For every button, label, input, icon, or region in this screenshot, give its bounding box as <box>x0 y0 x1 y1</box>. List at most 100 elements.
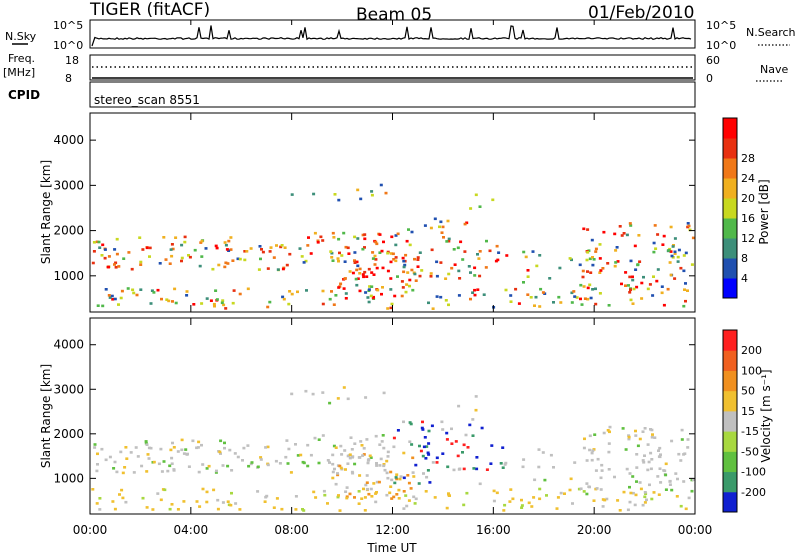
echo-cell <box>328 461 331 464</box>
echo-cell <box>635 285 639 289</box>
echo-cell <box>170 456 174 460</box>
echo-cell <box>643 501 647 504</box>
echo-cell <box>580 303 584 306</box>
echo-cell <box>598 292 602 295</box>
colorbar-tick-label: -200 <box>741 486 766 499</box>
echo-cell <box>355 268 359 272</box>
echo-cell <box>185 290 189 293</box>
echo-cell <box>356 277 360 280</box>
echo-cell <box>229 248 233 251</box>
echo-cell <box>358 272 362 275</box>
echo-cell <box>301 508 304 511</box>
echo-cell <box>193 248 197 252</box>
echo-cell <box>283 246 287 249</box>
echo-cell <box>385 459 389 463</box>
echo-cell <box>628 275 632 279</box>
echo-cell <box>375 480 379 484</box>
echo-cell <box>319 235 323 239</box>
echo-cell <box>414 279 418 282</box>
echo-cell <box>169 448 173 452</box>
echo-cell <box>572 290 576 293</box>
echo-cell <box>229 503 233 507</box>
echo-cell <box>670 439 674 443</box>
colorbar-tick-label: 4 <box>741 272 748 285</box>
echo-cell <box>402 259 406 263</box>
echo-cell <box>656 233 660 236</box>
echo-cell <box>639 487 643 491</box>
echo-cell <box>420 269 424 272</box>
colorbar-swatch <box>723 390 737 412</box>
echo-cell <box>378 443 382 446</box>
echo-cell <box>628 222 632 225</box>
echo-cell <box>362 275 366 279</box>
echo-cell <box>294 495 298 498</box>
echo-cell <box>338 509 342 512</box>
echo-cell <box>430 248 434 252</box>
echo-cell <box>96 452 99 456</box>
echo-cell <box>132 471 136 474</box>
echo-cell <box>191 439 195 443</box>
echo-cell <box>485 239 488 243</box>
echo-cell <box>326 459 330 462</box>
echo-cell <box>570 258 573 262</box>
echo-cell <box>651 294 655 297</box>
echo-cell <box>668 483 672 486</box>
echo-cell <box>445 438 449 441</box>
echo-cell <box>635 480 638 483</box>
echo-cell <box>496 258 500 262</box>
echo-cell <box>363 509 367 512</box>
echo-cell <box>367 267 371 271</box>
echo-cell <box>669 225 673 229</box>
echo-cell <box>456 246 460 250</box>
echo-cell <box>372 482 376 485</box>
echo-cell <box>342 231 346 235</box>
echo-cell <box>637 234 641 237</box>
echo-cell <box>620 282 623 286</box>
echo-cell <box>683 288 686 291</box>
echo-cell <box>238 292 242 296</box>
echo-cell <box>328 297 332 301</box>
echo-cell <box>462 443 466 447</box>
echo-cell <box>418 251 422 254</box>
echo-cell <box>601 267 605 270</box>
echo-cell <box>122 257 126 260</box>
echo-cell <box>503 503 507 507</box>
echo-cell <box>402 476 406 480</box>
echo-cell <box>456 454 460 458</box>
echo-cell <box>598 257 602 260</box>
echo-cell <box>404 494 408 497</box>
echo-cell <box>121 496 125 500</box>
echo-cell <box>682 269 686 273</box>
echo-cell <box>371 257 375 260</box>
echo-cell <box>370 190 374 193</box>
echo-cell <box>657 493 661 496</box>
echo-cell <box>322 489 326 493</box>
echo-cell <box>111 500 115 503</box>
echo-cell <box>596 457 600 461</box>
echo-cell <box>223 446 226 450</box>
colorbar-tick-label: 28 <box>741 152 755 165</box>
colorbar-swatch <box>723 158 737 179</box>
echo-cell <box>227 239 231 243</box>
echo-cell <box>408 284 411 288</box>
echo-cell <box>503 463 507 466</box>
echo-cell <box>100 447 104 451</box>
echo-cell <box>358 289 362 293</box>
echo-cell <box>570 291 574 295</box>
echo-cell <box>629 491 633 495</box>
echo-cell <box>675 495 679 498</box>
echo-cell <box>378 251 382 254</box>
echo-cell <box>356 188 360 192</box>
echo-cell <box>469 271 472 274</box>
echo-cell <box>357 502 361 505</box>
echo-cell <box>666 287 670 291</box>
echo-cell <box>687 224 691 228</box>
echo-cell <box>147 457 151 460</box>
echo-cell <box>447 303 450 307</box>
echo-cell <box>231 259 235 262</box>
echo-cell <box>172 446 176 449</box>
echo-cell <box>628 472 632 475</box>
echo-cell <box>664 488 668 491</box>
echo-cell <box>607 304 611 307</box>
echo-cell <box>579 283 583 287</box>
